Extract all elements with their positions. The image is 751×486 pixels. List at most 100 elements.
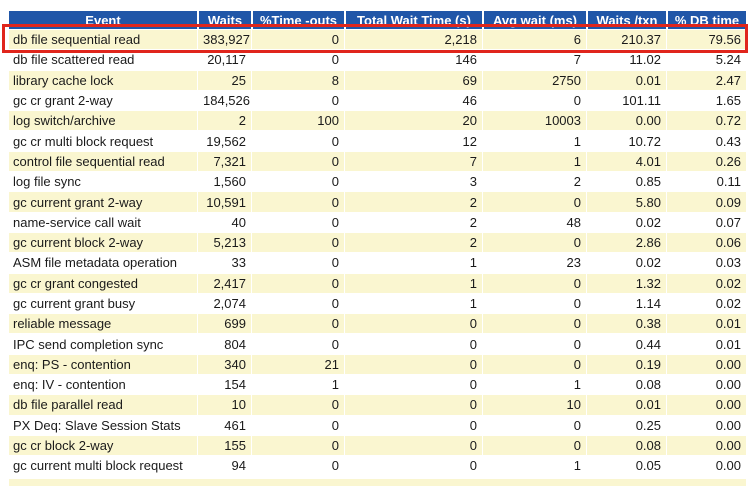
value-cell: 0 (345, 375, 482, 395)
table-row: db file scattered read 20,117 0 146 7 11.02 5.… (9, 50, 746, 70)
value-cell: 2 (345, 212, 482, 232)
value-cell: 155 (198, 435, 251, 456)
event-name-cell: reliable message (9, 314, 197, 334)
value-cell: 12 (345, 131, 482, 151)
value-cell: 1 (483, 375, 586, 395)
value-cell: 0.72 (667, 111, 746, 131)
value-cell: 7 (483, 50, 586, 70)
value-cell: 0 (252, 151, 344, 172)
value-cell: 0 (345, 354, 482, 375)
event-name-cell: PX Deq: Slave Session Stats (9, 415, 197, 435)
value-cell: 0 (252, 90, 344, 111)
event-name-cell: db file sequential read (9, 30, 197, 50)
value-cell: 0.02 (667, 293, 746, 314)
col-header-total-wait-time: Total Wait Time (s) (345, 11, 482, 29)
value-cell: 0 (252, 192, 344, 212)
event-name-cell: gc current grant busy (9, 293, 197, 314)
value-cell: 1 (483, 456, 586, 476)
value-cell: 0.26 (667, 151, 746, 172)
value-cell: 2,218 (345, 30, 482, 50)
value-cell: 0 (483, 192, 586, 212)
table-row: gc cr multi block request 19,562 0 12 1 10.72… (9, 131, 746, 151)
value-cell: 0 (252, 435, 344, 456)
value-cell: 5.80 (587, 192, 666, 212)
value-cell: 0 (252, 30, 344, 50)
value-cell: 0.25 (587, 415, 666, 435)
value-cell: 0 (345, 435, 482, 456)
table-row: gc current grant busy 2,074 0 1 0 1.14 0.02 (9, 293, 746, 314)
value-cell: 2.86 (587, 232, 666, 253)
value-cell: 5,213 (198, 232, 251, 253)
value-cell: 1.14 (587, 293, 666, 314)
value-cell: 10.72 (587, 131, 666, 151)
event-name-cell: gc cr block 2-way (9, 435, 197, 456)
col-header-waits: Waits (198, 11, 251, 29)
event-name-cell: gc current multi block request (9, 456, 197, 476)
value-cell: 0 (252, 273, 344, 293)
event-name-cell: gc current grant 2-way (9, 192, 197, 212)
value-cell: 0.06 (667, 232, 746, 253)
value-cell: 8 (252, 70, 344, 90)
value-cell: 10 (483, 395, 586, 415)
table-row: name-service call wait 40 0 2 48 0.02 0.07 (9, 212, 746, 232)
value-cell: 0.01 (587, 70, 666, 90)
value-cell: 0 (345, 314, 482, 334)
value-cell: 1 (345, 253, 482, 273)
col-header-db-time: % DB time (667, 11, 746, 29)
value-cell: 20 (345, 111, 482, 131)
value-cell: 0.01 (667, 314, 746, 334)
value-cell: 7,321 (198, 151, 251, 172)
col-header-avg-wait: Avg wait (ms) (483, 11, 586, 29)
table-row: db file parallel read 10 0 0 10 0.01 0.00 (9, 395, 746, 415)
value-cell: 0.00 (667, 375, 746, 395)
table-row: ASM file metadata operation 33 0 1 23 0.02 0.0… (9, 253, 746, 273)
value-cell: 0 (252, 395, 344, 415)
table-row: control file sequential read 7,321 0 7 1 4.01… (9, 151, 746, 172)
value-cell: 0.01 (587, 395, 666, 415)
event-name-cell: enq: IV - contention (9, 375, 197, 395)
value-cell: 94 (198, 456, 251, 476)
event-name-cell: log switch/archive (9, 111, 197, 131)
wait-events-table: Event Waits %Time -outs Total Wait Time … (8, 10, 747, 477)
table-row: db file sequential read 383,927 0 2,218 6 210… (9, 30, 746, 50)
event-name-cell: gc cr grant 2-way (9, 90, 197, 111)
event-name-cell: control file sequential read (9, 151, 197, 172)
value-cell: 40 (198, 212, 251, 232)
value-cell: 69 (345, 70, 482, 90)
value-cell: 0.08 (587, 375, 666, 395)
value-cell: 0.00 (667, 456, 746, 476)
value-cell: 340 (198, 354, 251, 375)
value-cell: 0 (345, 456, 482, 476)
value-cell: 0 (483, 293, 586, 314)
value-cell: 0.44 (587, 334, 666, 354)
value-cell: 5.24 (667, 50, 746, 70)
value-cell: 0 (252, 456, 344, 476)
value-cell: 2 (198, 111, 251, 131)
value-cell: 0 (483, 354, 586, 375)
event-name-cell: gc cr multi block request (9, 131, 197, 151)
table-row: gc cr grant 2-way 184,526 0 46 0 101.11 1.65 (9, 90, 746, 111)
col-header-waits-per-txn: Waits /txn (587, 11, 666, 29)
col-header-time-outs: %Time -outs (252, 11, 344, 29)
value-cell: 0.03 (667, 253, 746, 273)
value-cell: 0 (252, 415, 344, 435)
value-cell: 0 (483, 435, 586, 456)
value-cell: 1 (483, 131, 586, 151)
table-row: PX Deq: Slave Session Stats 461 0 0 0 0.25 0.0… (9, 415, 746, 435)
value-cell: 1.32 (587, 273, 666, 293)
value-cell: 19,562 (198, 131, 251, 151)
value-cell: 0 (483, 273, 586, 293)
event-name-cell: name-service call wait (9, 212, 197, 232)
value-cell: 23 (483, 253, 586, 273)
value-cell: 1.65 (667, 90, 746, 111)
col-header-event: Event (9, 11, 197, 29)
value-cell: 2 (345, 192, 482, 212)
value-cell: 0 (483, 415, 586, 435)
value-cell: 0.11 (667, 172, 746, 192)
value-cell: 0.08 (587, 435, 666, 456)
value-cell: 699 (198, 314, 251, 334)
value-cell: 0.85 (587, 172, 666, 192)
value-cell: 0.43 (667, 131, 746, 151)
value-cell: 1 (345, 273, 482, 293)
